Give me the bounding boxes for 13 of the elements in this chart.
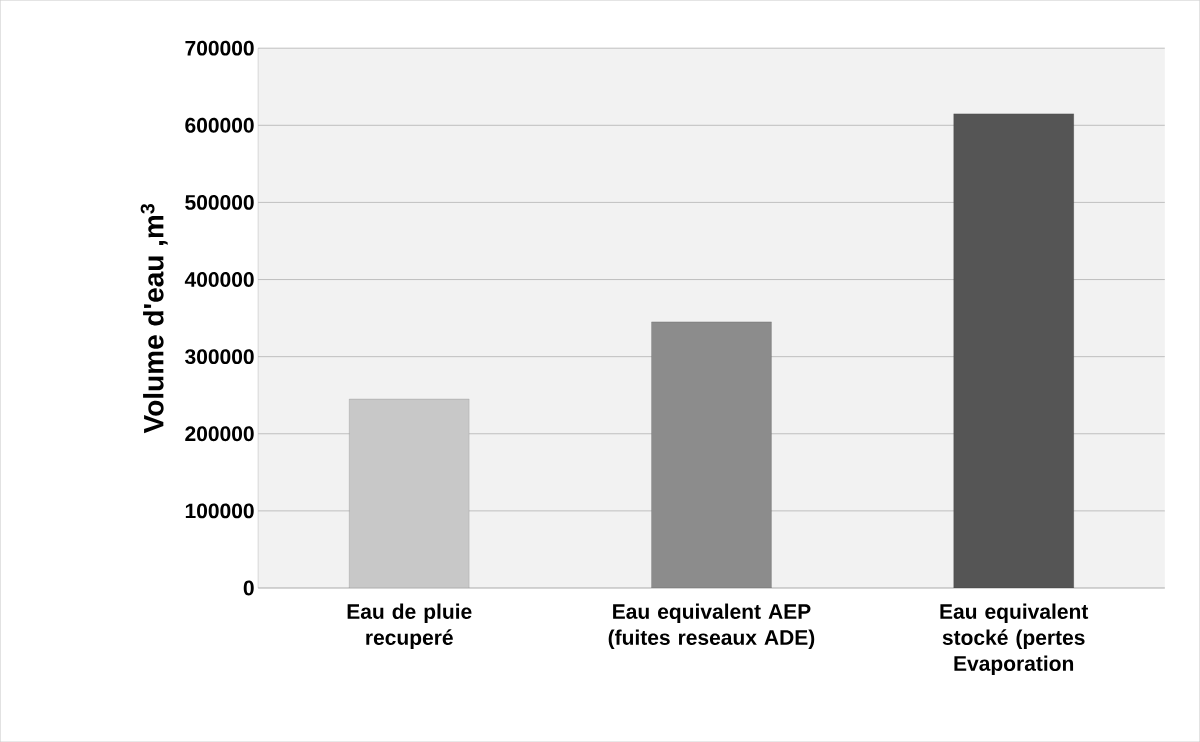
y-axis-title: Volume d'eau ,m$^{3}$ [140, 203, 168, 434]
x-tick-label: Eau equivalent stocké (pertes Evaporation [940, 603, 1089, 676]
y-tick-label: 100000 [185, 503, 254, 519]
y-tick-label: 0 [243, 580, 254, 596]
x-tick-label: Eau equivalent AEP (fuites reseaux ADE) [608, 603, 815, 650]
bar [953, 113, 1074, 588]
y-tick-label: 200000 [185, 426, 254, 442]
y-tick-label: 300000 [185, 349, 254, 365]
y-tick-label: 400000 [184, 272, 254, 287]
y-tick-label: 600000 [185, 117, 254, 133]
y-tick-label: 500000 [185, 194, 254, 210]
x-tick-label: Eau de pluie recuperé [347, 603, 472, 650]
y-tick-label: 700000 [185, 40, 254, 56]
